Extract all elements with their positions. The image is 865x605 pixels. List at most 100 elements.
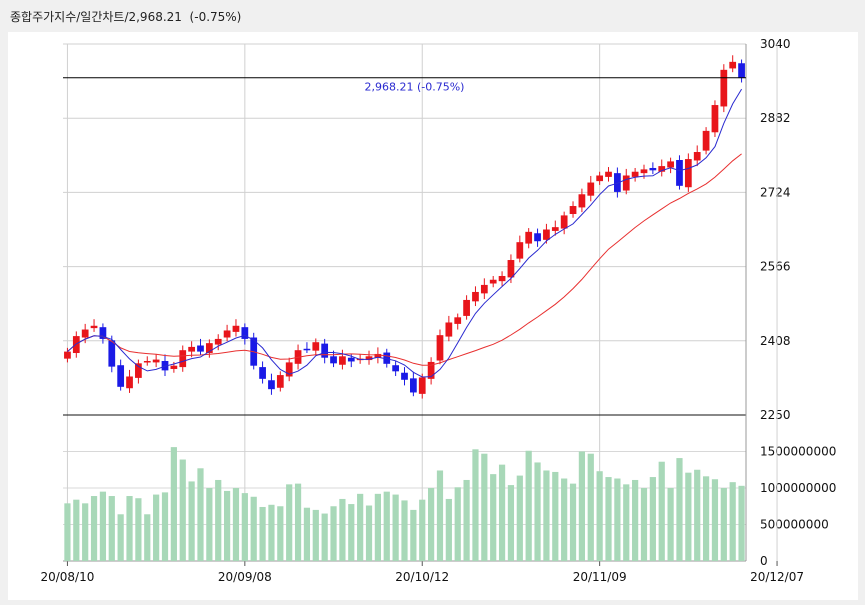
volume-bar (223, 490, 231, 561)
volume-bar (507, 485, 515, 561)
candle-body (720, 69, 728, 107)
candlestick-chart: 2250 2408 2566 2724 2882 3040 0 500000000 100000… (40, 37, 836, 584)
volume-bar (738, 485, 745, 561)
volume-bar (561, 478, 568, 561)
volume-tick-label: 500000000 (760, 518, 829, 532)
candle-body (241, 327, 249, 339)
volume-bar (472, 449, 479, 561)
candle-body (126, 376, 133, 389)
volume-bar (339, 498, 346, 561)
volume-bar (676, 458, 683, 561)
volume-bar (445, 498, 452, 561)
volume-bar (702, 476, 710, 561)
volume-bar (206, 488, 213, 561)
volume-bar (498, 464, 506, 561)
candle-body (463, 299, 470, 316)
volume-bar (481, 453, 488, 561)
volume-bar (463, 479, 470, 561)
volume-bar (259, 506, 266, 561)
candle-body (578, 194, 586, 208)
volume-bar (82, 503, 89, 561)
volume-bar (410, 509, 417, 561)
candle-body (534, 233, 541, 242)
volume-bar (694, 469, 701, 561)
date-tick-label: 20/10/12 (395, 570, 449, 584)
candle-body (445, 322, 453, 337)
candle-body (374, 353, 382, 358)
candle-body (605, 171, 612, 177)
volume-bar (330, 506, 337, 561)
volume-bar (525, 450, 532, 561)
volume-bar (215, 479, 222, 561)
volume-bar (303, 507, 311, 561)
candle-body (454, 317, 462, 324)
chart-title: 종합주가지수/일간차트/2,968.21 (-0.75%) (10, 10, 242, 24)
candle-body (649, 167, 657, 171)
price-tick-label: 2724 (760, 185, 791, 199)
volume-bar (348, 504, 355, 561)
candle-body (640, 169, 648, 174)
volume-bar (614, 478, 621, 561)
volume-bar (126, 496, 133, 561)
volume-bar (365, 505, 373, 561)
volume-bar (658, 461, 665, 561)
candle-body (321, 343, 329, 358)
candle-body (711, 105, 719, 133)
price-tick-label: 2408 (760, 334, 791, 348)
volume-bar (188, 481, 195, 561)
price-tick-label: 2882 (760, 111, 791, 125)
candle-body (631, 171, 639, 177)
candle-body (738, 63, 745, 78)
candle-body (205, 343, 213, 354)
candle-body (684, 159, 692, 188)
ma5-line (67, 88, 743, 378)
volume-bar (321, 513, 328, 561)
volume-bar (179, 459, 186, 561)
volume-bar (428, 488, 435, 561)
volume-bar (578, 451, 586, 561)
volume-bar (286, 484, 293, 561)
candle-body (409, 378, 417, 393)
current-value-label: 2,968.21 (-0.75%) (365, 81, 465, 94)
candle-body (232, 325, 240, 332)
candle-body (108, 340, 116, 367)
volume-bar (401, 500, 408, 561)
candle-body (392, 365, 400, 372)
volume-bar (649, 477, 656, 561)
candle-body (312, 342, 320, 351)
candle-body (622, 175, 630, 191)
candle-body (152, 359, 160, 363)
volume-bar (232, 488, 240, 561)
candle-body (667, 161, 674, 168)
volume-bar (543, 470, 550, 561)
volume-bar (454, 487, 461, 561)
candle-body (99, 327, 107, 339)
volume-bar (374, 493, 381, 561)
volume-bar (108, 496, 115, 561)
volume-bar (667, 488, 674, 561)
date-tick-label: 20/11/09 (573, 570, 627, 584)
candle-body (135, 363, 142, 378)
candle-body (303, 348, 311, 351)
volume-bar (587, 453, 594, 561)
volume-bar (605, 477, 612, 561)
candle-body (347, 357, 355, 362)
candle-body (90, 325, 98, 329)
candle-body (498, 275, 506, 282)
volume-bar (73, 499, 80, 561)
volume-bar (144, 514, 151, 561)
volume-bar (516, 475, 523, 561)
volume-bar (640, 488, 648, 561)
volume-bar (170, 447, 177, 561)
candle-body (489, 279, 497, 284)
volume-bar (383, 491, 390, 561)
volume-tick-label: 1500000000 (760, 445, 836, 459)
volume-bar (357, 493, 364, 561)
candle-body (587, 182, 595, 196)
candle-body (339, 356, 346, 365)
candle-body (480, 284, 488, 294)
candle-body (223, 330, 231, 338)
candle-body (268, 380, 275, 390)
candle-body (516, 242, 524, 259)
candle-body (693, 152, 701, 161)
